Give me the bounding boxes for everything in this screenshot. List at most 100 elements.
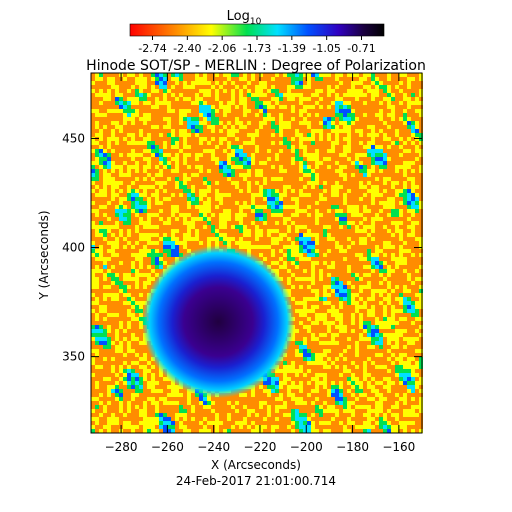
heatmap-cell xyxy=(159,253,163,257)
heatmap-cell xyxy=(375,89,379,93)
heatmap-cell xyxy=(167,125,171,129)
heatmap-cell xyxy=(335,169,339,173)
heatmap-cell xyxy=(279,149,283,153)
heatmap-cell xyxy=(323,209,327,213)
heatmap-cell xyxy=(91,193,95,197)
heatmap-cell xyxy=(147,101,151,105)
heatmap-cell xyxy=(175,161,179,165)
heatmap-cell xyxy=(387,81,391,85)
heatmap-cell xyxy=(127,105,131,109)
heatmap-cell xyxy=(395,213,399,217)
heatmap-cell xyxy=(223,241,227,245)
heatmap-cell xyxy=(323,185,327,189)
heatmap-cell xyxy=(175,121,179,125)
heatmap-cell xyxy=(347,73,351,77)
heatmap-cell xyxy=(199,149,203,153)
heatmap-cell xyxy=(119,121,123,125)
heatmap-cell xyxy=(167,225,171,229)
heatmap-cell xyxy=(355,85,359,89)
heatmap-cell xyxy=(295,173,299,177)
heatmap-cell xyxy=(135,237,139,241)
heatmap-cell xyxy=(379,229,383,233)
heatmap-cell xyxy=(107,289,111,293)
heatmap-cell xyxy=(135,161,139,165)
heatmap-cell xyxy=(367,265,371,269)
heatmap-cell xyxy=(407,185,411,189)
heatmap-cell xyxy=(335,101,339,105)
heatmap-cell xyxy=(403,117,407,121)
heatmap-cell xyxy=(307,153,311,157)
heatmap-cell xyxy=(135,157,139,161)
heatmap-cell xyxy=(387,121,391,125)
heatmap-cell xyxy=(207,185,211,189)
heatmap-cell xyxy=(207,169,211,173)
heatmap-cell xyxy=(179,133,183,137)
heatmap-cell xyxy=(395,157,399,161)
heatmap-cell xyxy=(411,129,415,133)
heatmap-cell xyxy=(103,229,107,233)
heatmap-cell xyxy=(227,81,231,85)
heatmap-cell xyxy=(335,221,339,225)
heatmap-cell xyxy=(107,113,111,117)
heatmap-cell xyxy=(331,125,335,129)
heatmap-cell xyxy=(187,149,191,153)
heatmap-cell xyxy=(279,101,283,105)
heatmap-cell xyxy=(407,205,411,209)
heatmap-cell xyxy=(283,245,287,249)
heatmap-cell xyxy=(267,153,271,157)
heatmap-cell xyxy=(191,225,195,229)
heatmap-cell xyxy=(163,257,167,261)
heatmap-cell xyxy=(111,125,115,129)
heatmap-cell xyxy=(131,197,135,201)
heatmap-cell xyxy=(403,253,407,257)
heatmap-cell xyxy=(319,269,323,273)
heatmap-cell xyxy=(179,253,183,257)
heatmap-cell xyxy=(359,253,363,257)
heatmap-cell xyxy=(271,165,275,169)
heatmap-cell xyxy=(115,193,119,197)
heatmap-cell xyxy=(327,109,331,113)
heatmap-cell xyxy=(179,145,183,149)
heatmap-cell xyxy=(395,113,399,117)
heatmap-cell xyxy=(343,129,347,133)
heatmap-cell xyxy=(227,189,231,193)
heatmap-cell xyxy=(415,241,419,245)
heatmap-cell xyxy=(183,101,187,105)
heatmap-cell xyxy=(403,149,407,153)
heatmap-cell xyxy=(419,213,423,217)
heatmap-cell xyxy=(331,101,335,105)
heatmap-cell xyxy=(315,281,319,285)
heatmap-cell xyxy=(347,305,351,309)
heatmap-cell xyxy=(115,237,119,241)
heatmap-cell xyxy=(155,165,159,169)
heatmap-cell xyxy=(355,113,359,117)
heatmap-cell xyxy=(419,145,423,149)
heatmap-cell xyxy=(239,225,243,229)
heatmap-cell xyxy=(263,81,267,85)
heatmap-cell xyxy=(219,181,223,185)
heatmap-cell xyxy=(323,165,327,169)
heatmap-cell xyxy=(387,149,391,153)
heatmap-cell xyxy=(119,309,123,313)
heatmap-cell xyxy=(227,89,231,93)
heatmap-cell xyxy=(175,245,179,249)
heatmap-cell xyxy=(259,173,263,177)
heatmap-cell xyxy=(395,265,399,269)
heatmap-cell xyxy=(283,157,287,161)
heatmap-cell xyxy=(387,145,391,149)
heatmap-cell xyxy=(155,129,159,133)
heatmap-cell xyxy=(367,269,371,273)
colorbar-tick-label: -2.74 xyxy=(138,42,166,55)
heatmap-cell xyxy=(119,101,123,105)
heatmap-cell xyxy=(323,233,327,237)
heatmap-cell xyxy=(183,133,187,137)
heatmap-cell xyxy=(391,197,395,201)
heatmap-cell xyxy=(259,193,263,197)
heatmap-cell xyxy=(139,257,143,261)
heatmap-cell xyxy=(119,293,123,297)
heatmap-cell xyxy=(327,89,331,93)
heatmap-cell xyxy=(243,113,247,117)
heatmap-cell xyxy=(115,285,119,289)
heatmap-cell xyxy=(275,185,279,189)
heatmap-cell xyxy=(375,237,379,241)
